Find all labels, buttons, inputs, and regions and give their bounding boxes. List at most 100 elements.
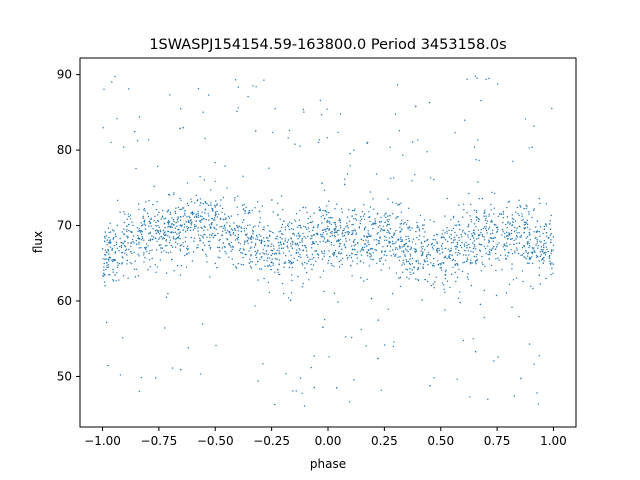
data-point [215,200,217,202]
data-point [179,127,181,130]
data-point [401,219,403,221]
data-point [103,240,106,243]
data-point [367,242,369,244]
data-point [332,253,334,255]
data-point [204,212,206,214]
data-point [485,229,488,232]
data-point [424,278,426,281]
data-point [537,245,539,247]
data-point [346,216,349,218]
data-point [252,232,254,235]
data-point [515,238,517,240]
data-point [155,232,157,235]
data-point [202,203,204,205]
data-point [180,108,182,110]
data-point [541,258,544,260]
data-point [512,221,514,223]
data-point [493,223,495,226]
data-point [465,233,467,235]
data-point [368,211,370,213]
data-point [421,242,423,245]
data-point [512,279,515,281]
data-point [206,203,208,205]
data-point [501,229,504,231]
data-point [288,266,290,269]
data-point [460,246,463,249]
data-point [441,269,443,271]
data-point [509,223,511,225]
data-point [322,232,325,234]
data-point [209,240,211,243]
data-point [268,291,270,294]
data-point [459,291,461,293]
data-point [113,244,116,247]
data-point [122,257,124,259]
data-point [394,242,396,245]
data-point [249,237,251,239]
data-point [124,249,127,252]
data-point [389,232,391,235]
data-point [124,213,126,215]
data-point [266,257,269,259]
data-point [473,146,476,148]
data-point [260,268,263,270]
data-point [523,231,525,234]
data-point [446,257,448,260]
data-point [194,202,196,204]
data-point [333,265,335,267]
data-point [345,240,347,242]
data-point [134,276,137,278]
data-point [257,201,259,203]
data-point [505,223,507,226]
data-point [426,254,428,256]
data-point [129,214,132,216]
data-point [489,248,491,251]
data-point [446,230,448,232]
data-point [218,213,220,215]
data-point [152,228,154,230]
data-point [331,232,333,235]
data-point [298,255,300,258]
data-point [124,252,126,254]
data-point [397,256,399,259]
data-point [138,241,140,243]
data-point [281,226,283,229]
data-point [242,221,244,224]
data-point [427,251,430,254]
data-point [311,268,313,271]
data-point [177,206,179,208]
data-point [184,240,187,243]
data-point [281,223,284,226]
data-point [274,257,277,260]
data-point [319,208,321,210]
data-point [396,216,398,218]
data-point [132,235,135,237]
data-point [463,261,466,263]
data-point [207,213,209,215]
data-point [104,258,106,260]
data-point [370,247,372,250]
data-point [539,283,541,285]
data-point [291,274,293,276]
data-point [140,247,142,249]
data-point [281,282,284,285]
data-point [112,259,114,261]
data-point [531,262,534,265]
data-point [126,225,128,227]
data-point [174,238,176,240]
data-point [199,237,201,240]
data-point [128,223,130,226]
data-point [216,224,218,226]
x-tick-label: −0.75 [141,434,178,448]
data-point [476,259,479,261]
data-point [379,225,381,227]
data-point [231,258,233,260]
data-point [504,232,506,235]
data-point [273,253,276,255]
data-point [145,201,147,203]
data-point [154,264,156,266]
data-point [524,228,526,230]
data-point [388,237,391,239]
data-point [525,237,527,239]
data-point [160,247,162,249]
